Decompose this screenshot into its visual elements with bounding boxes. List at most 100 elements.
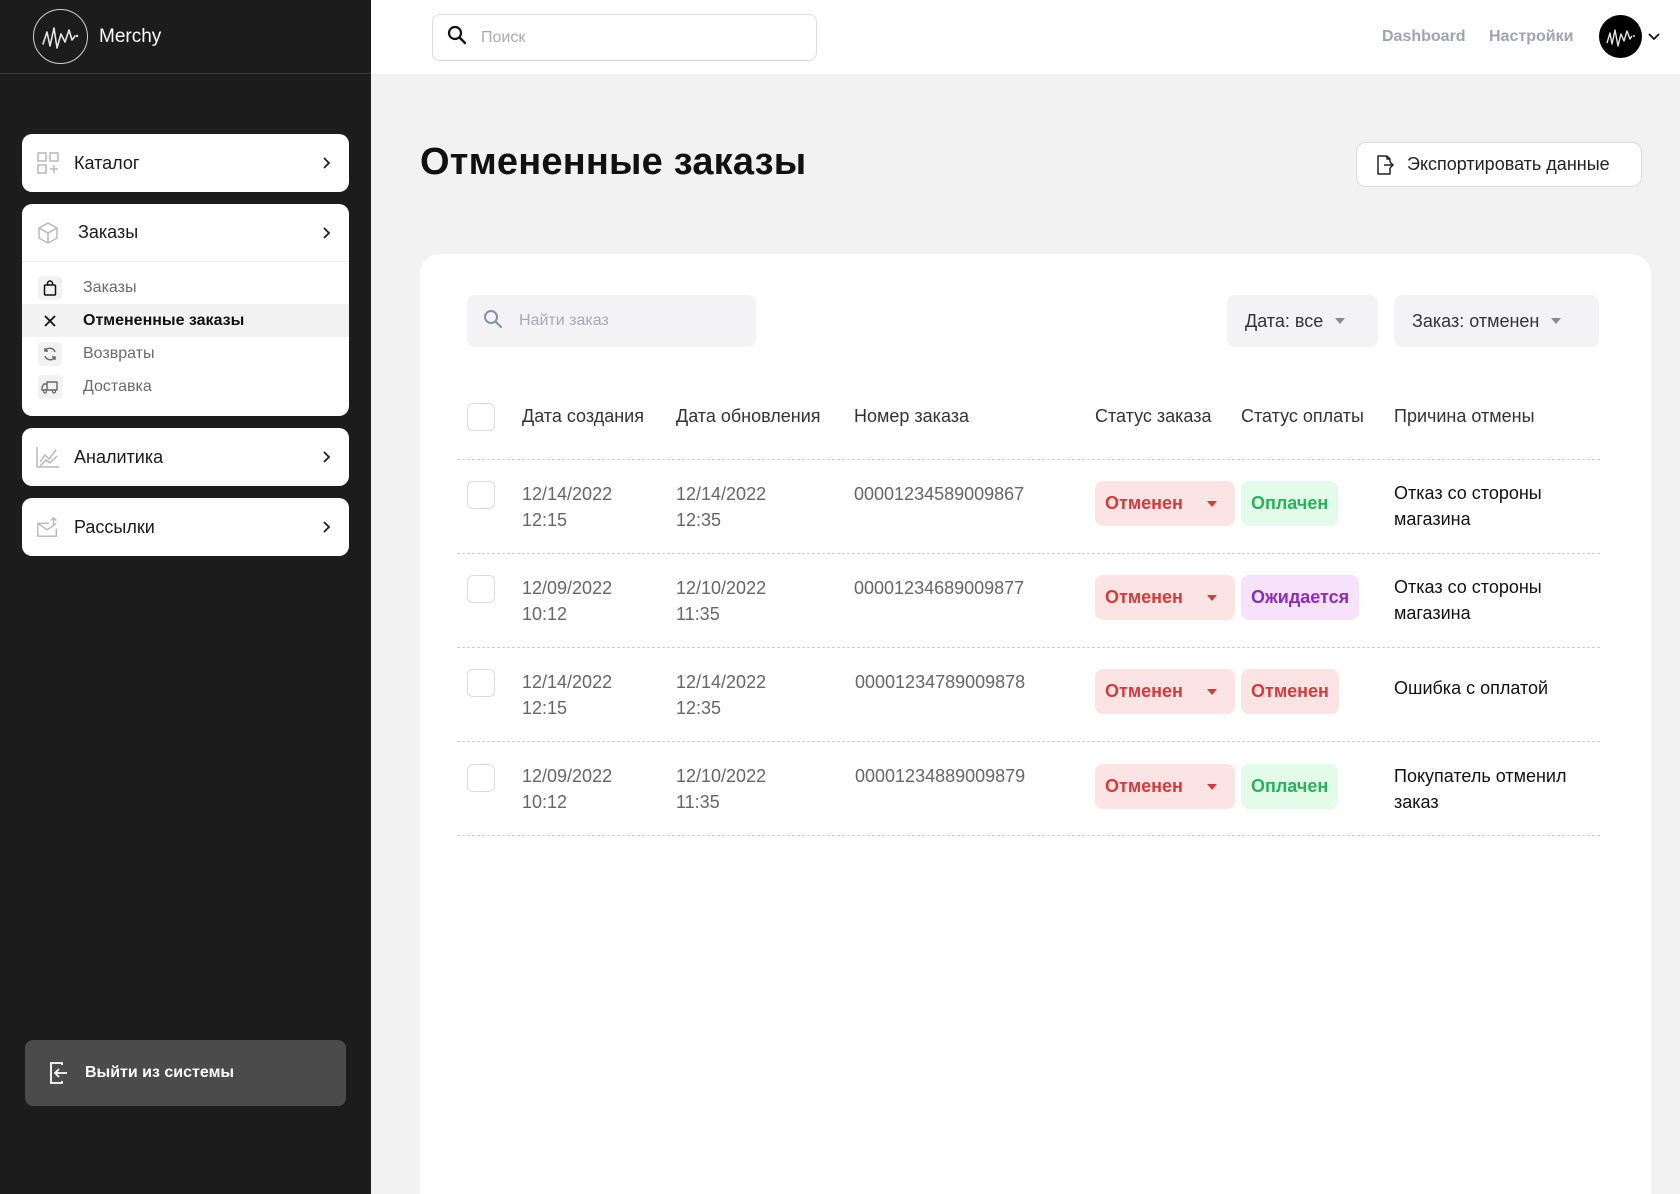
caret-down-icon [1206, 500, 1217, 507]
sub-cancelled-orders-label: Отмененные заказы [83, 311, 245, 329]
cancel-reason: Отказ со стороны магазина [1394, 577, 1542, 623]
order-status-select[interactable]: Отменен [1095, 669, 1235, 714]
logout-button[interactable]: Выйти из системы [25, 1040, 346, 1106]
nav-analytics-label: Аналитика [74, 446, 164, 467]
row-checkbox[interactable] [467, 575, 495, 603]
page-title: Отмененные заказы [420, 141, 807, 183]
order-search-input[interactable] [519, 312, 739, 330]
created-cell: 12/09/2022 10:12 [522, 578, 613, 624]
row-divider [457, 647, 1600, 648]
sub-delivery[interactable]: Доставка [22, 370, 349, 403]
payment-status-badge: Оплачен [1241, 764, 1339, 809]
caret-down-icon [1206, 688, 1217, 695]
payment-status-badge: Отменен [1241, 669, 1339, 714]
global-search [432, 14, 817, 61]
brand: Merchy [0, 0, 371, 74]
order-number[interactable]: 00001234889009879 [855, 766, 1026, 786]
caret-down-icon [1335, 318, 1346, 324]
chevron-right-icon [319, 450, 333, 464]
topbar: Dashboard Настройки [371, 0, 1680, 74]
logout-label: Выйти из системы [85, 1064, 235, 1081]
payment-status-badge: Ожидается [1241, 575, 1360, 620]
row-divider [457, 835, 1600, 836]
created-cell: 12/09/2022 10:12 [522, 766, 613, 812]
global-search-input[interactable] [481, 28, 781, 47]
header-order-status[interactable]: Статус заказа [1095, 406, 1212, 426]
date-filter-label: Дата: все [1245, 310, 1324, 331]
orders-card: Дата: все Заказ: отменен Дата создания Д… [420, 254, 1651, 1194]
sub-orders[interactable]: Заказы [22, 271, 349, 304]
row-checkbox[interactable] [467, 481, 495, 509]
mail-send-icon [36, 515, 60, 539]
search-icon [483, 309, 503, 334]
cancel-reason: Ошибка с оплатой [1394, 678, 1549, 698]
export-button[interactable]: Экспортировать данные [1356, 142, 1642, 187]
updated-cell: 12/10/2022 11:35 [676, 578, 767, 624]
caret-down-icon [1206, 594, 1217, 601]
order-status-select[interactable]: Отменен [1095, 481, 1235, 526]
chevron-down-icon[interactable] [1647, 30, 1661, 44]
brand-name: Merchy [99, 25, 162, 47]
order-number[interactable]: 00001234789009878 [855, 672, 1026, 692]
caret-down-icon [1551, 318, 1562, 324]
chevron-right-icon [319, 226, 333, 240]
sub-orders-label: Заказы [83, 278, 137, 296]
order-number[interactable]: 00001234689009877 [854, 578, 1025, 598]
order-filter[interactable]: Заказ: отменен [1394, 295, 1599, 347]
created-cell: 12/14/2022 12:15 [522, 484, 613, 530]
truck-icon [38, 374, 62, 399]
chart-icon [36, 445, 60, 469]
header-updated[interactable]: Дата обновления [676, 406, 821, 426]
cancel-reason: Отказ со стороны магазина [1394, 483, 1542, 529]
cancel-reason: Покупатель отменил заказ [1394, 766, 1567, 812]
close-icon [38, 309, 62, 333]
avatar[interactable] [1599, 15, 1642, 58]
logout-icon [47, 1061, 71, 1085]
updated-cell: 12/14/2022 12:35 [676, 672, 767, 718]
box-icon [36, 221, 60, 245]
export-file-icon [1375, 154, 1395, 175]
order-status-select[interactable]: Отменен [1095, 575, 1235, 620]
nav-mailings-label: Рассылки [74, 516, 155, 537]
nav-mailings[interactable]: Рассылки [22, 498, 349, 556]
nav-catalog-label: Каталог [74, 152, 140, 173]
search-icon [447, 25, 467, 50]
header-reason[interactable]: Причина отмены [1394, 406, 1535, 426]
sidebar: Merchy Каталог Заказы З [0, 0, 371, 1194]
shopping-bag-icon [38, 275, 62, 300]
updated-cell: 12/14/2022 12:35 [676, 484, 767, 530]
updated-cell: 12/10/2022 11:35 [676, 766, 767, 812]
header-created[interactable]: Дата создания [522, 406, 644, 426]
sub-returns-label: Возвраты [83, 344, 155, 362]
grid-icon [36, 151, 60, 175]
settings-link[interactable]: Настройки [1489, 28, 1574, 45]
chevron-right-icon [319, 156, 333, 170]
refresh-icon [38, 341, 62, 366]
row-divider [457, 459, 1600, 460]
payment-status-badge: Оплачен [1241, 481, 1339, 526]
caret-down-icon [1206, 783, 1217, 790]
sub-delivery-label: Доставка [83, 377, 152, 395]
order-search [467, 295, 756, 347]
order-status-select[interactable]: Отменен [1095, 764, 1235, 809]
order-number[interactable]: 00001234589009867 [854, 484, 1025, 504]
created-cell: 12/14/2022 12:15 [522, 672, 613, 718]
row-divider [457, 741, 1600, 742]
row-checkbox[interactable] [467, 764, 495, 792]
row-checkbox[interactable] [467, 669, 495, 697]
header-payment-status[interactable]: Статус оплаты [1241, 406, 1364, 426]
sub-returns[interactable]: Возвраты [22, 337, 349, 370]
brand-logo-icon[interactable] [33, 9, 88, 64]
dashboard-link[interactable]: Dashboard [1382, 28, 1466, 45]
header-number[interactable]: Номер заказа [854, 406, 970, 426]
export-label: Экспортировать данные [1407, 154, 1610, 174]
date-filter[interactable]: Дата: все [1227, 295, 1378, 347]
nav-orders-label: Заказы [78, 222, 139, 242]
nav-orders-head[interactable]: Заказы [22, 204, 349, 262]
select-all-checkbox[interactable] [467, 403, 495, 431]
nav-analytics[interactable]: Аналитика [22, 428, 349, 486]
chevron-right-icon [319, 520, 333, 534]
nav-catalog[interactable]: Каталог [22, 134, 349, 192]
nav-orders: Заказы Заказы Отмененные заказы Возвраты [22, 204, 349, 416]
sub-cancelled-orders[interactable]: Отмененные заказы [22, 304, 349, 337]
